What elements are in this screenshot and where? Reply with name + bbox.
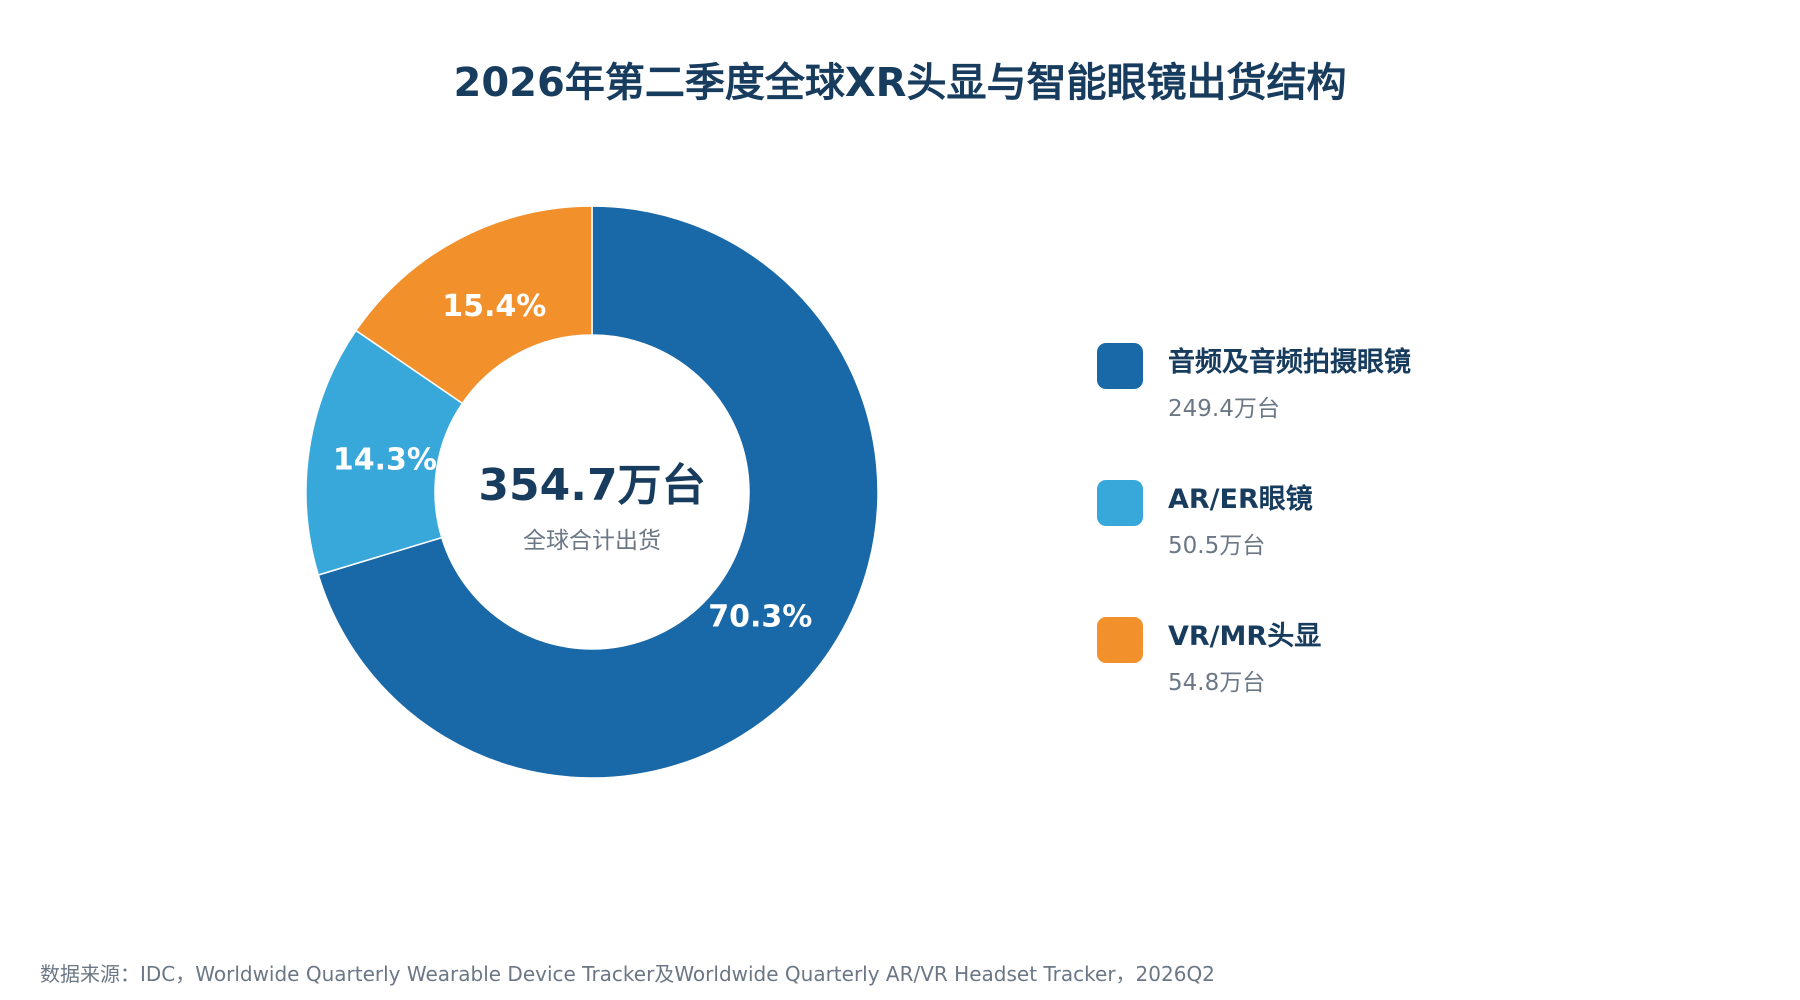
slice-percent-label-1: 14.3% xyxy=(333,443,437,478)
chart-title: 2026年第二季度全球XR头显与智能眼镜出货结构 xyxy=(453,60,1347,106)
legend-value: 50.5万台 xyxy=(1168,533,1266,559)
slice-percent-label-2: 15.4% xyxy=(442,289,546,324)
legend-value: 54.8万台 xyxy=(1168,670,1266,696)
legend-swatch-ar-er-glasses xyxy=(1097,480,1143,526)
donut-chart: 70.3% 14.3% 15.4% 354.7万台 全球合计出货 xyxy=(305,205,879,779)
donut-slice-1 xyxy=(305,329,464,576)
center-caption: 全球合计出货 xyxy=(523,528,661,554)
legend-value: 249.4万台 xyxy=(1168,396,1280,422)
legend-label: VR/MR头显 xyxy=(1168,621,1322,652)
donut-slices xyxy=(305,205,879,779)
donut-slice-2 xyxy=(354,205,593,405)
legend-label: AR/ER眼镜 xyxy=(1168,484,1313,515)
legend-swatch-vr-mr-headset xyxy=(1097,617,1143,663)
donut-slice-0 xyxy=(317,205,879,779)
center-total: 354.7万台 xyxy=(478,460,705,511)
slice-percent-label-0: 70.3% xyxy=(708,599,812,634)
legend-swatch-audio-glasses xyxy=(1097,343,1143,389)
percent-labels: 70.3% 14.3% 15.4% xyxy=(333,289,812,634)
legend-label: 音频及音频拍摄眼镜 xyxy=(1168,347,1411,378)
data-source-note: 数据来源：IDC，Worldwide Quarterly Wearable De… xyxy=(40,962,1215,986)
